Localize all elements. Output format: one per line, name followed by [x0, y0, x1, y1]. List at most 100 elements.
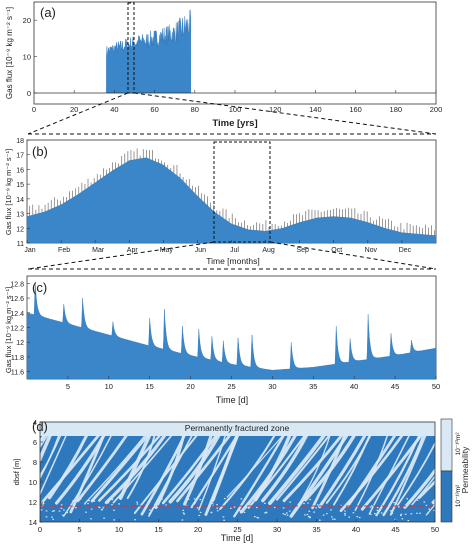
panel-d-speckle [90, 518, 92, 520]
panel-b-xlabel: Time [months] [206, 256, 260, 266]
panel-c-x-tick-label: 35 [309, 382, 317, 391]
panel-d-speckle [74, 500, 76, 502]
panel-c-flux-series [26, 281, 437, 380]
panel-d-speckle [216, 510, 219, 512]
panel-d-x-tick-label: 25 [233, 525, 241, 534]
panel-d-x-tick-label: 35 [312, 525, 320, 534]
panel-d-speckle [73, 504, 76, 506]
panel-d-speckle [326, 513, 328, 515]
panel-d-fracture-streak [226, 435, 284, 498]
panel-a-label: (a) [40, 5, 56, 20]
panel-c-x-tick-label: 45 [391, 382, 399, 391]
panel-b-x-tick-label: Aug [262, 247, 275, 254]
panel-d-fracture-streak [126, 435, 156, 500]
panel-d-x-tick-label: 15 [154, 525, 162, 534]
panel-d-speckle [306, 513, 309, 516]
panel-c-y-tick-label: 12 [16, 340, 24, 347]
panel-d-speckle [182, 512, 185, 514]
panel-d-speckle [315, 507, 317, 509]
panel-d-speckle [307, 502, 309, 504]
panel-c-y-tick-label: 11.6 [11, 370, 24, 377]
panel-c-x-tick-label: 40 [350, 382, 358, 391]
panel-d-speckle [239, 510, 241, 512]
panel-a-x-tick-label: 40 [110, 105, 118, 114]
panel-d-speckle [51, 510, 54, 512]
panel-c-y-tick-label: 12.6 [10, 296, 24, 303]
panel-d-speckle [301, 500, 303, 502]
panel-a-x-tick-label: 140 [309, 105, 322, 114]
panel-b-zoom-box [213, 141, 271, 243]
panel-d-speckle [410, 513, 413, 515]
panel-d-speckle [240, 498, 243, 500]
panel-d-speckle [111, 504, 113, 506]
panel-d-speckle [330, 509, 332, 511]
panel-d-speckle [45, 510, 48, 512]
panel-b-ylabel: Gas flux [10⁻⁹ kg m⁻² s⁻¹] [4, 149, 13, 235]
panel-d-speckle [307, 515, 310, 518]
panel-b-flux-area [26, 148, 437, 244]
panel-d-speckle [400, 514, 402, 517]
panel-d-speckle [101, 508, 103, 511]
panel-d-speckle [419, 512, 421, 514]
panel-a: (a) 0 20 40 60 80 100 120 140 160 180 200 0 10 20 Ti… [5, 1, 442, 129]
panel-d-speckle [40, 509, 43, 511]
panel-d-speckle [265, 512, 268, 514]
panel-d-fracture-streak [268, 434, 326, 506]
panel-d-speckle [316, 504, 319, 506]
panel-d-speckle [273, 506, 276, 509]
panel-d-speckle [183, 513, 186, 515]
panel-d-speckle [433, 509, 435, 512]
panel-d-speckle [71, 504, 73, 506]
panel-a-x-tick-label: 180 [390, 105, 403, 114]
panel-d-speckle [286, 514, 289, 516]
panel-b-x-tick-label: May [160, 247, 174, 254]
panel-d-speckle [371, 505, 373, 507]
panel-b-y-tick-label: 13 [16, 212, 24, 219]
panel-d-y-tick-label: 4 [33, 418, 37, 427]
panel-d-speckle [428, 508, 430, 510]
panel-d-speckle [423, 501, 426, 503]
panel-d-speckle [111, 498, 114, 501]
panel-d-y-tick-label: 8 [33, 458, 37, 467]
panel-b-y-tick-label: 18 [16, 138, 24, 145]
panel-d-speckle [79, 498, 82, 500]
panel-d-speckle [376, 509, 379, 511]
panel-d-fracture-streak [375, 434, 421, 517]
panel-d-x-tick-label: 50 [431, 525, 439, 534]
panel-d-speckle [72, 500, 74, 502]
colorbar-high [440, 418, 453, 472]
panel-d-speckle [199, 511, 202, 513]
panel-d-speckle [404, 513, 407, 515]
colorbar: Permeability 10⁻¹⁰m² 10⁻¹³m² [440, 418, 470, 523]
panel-d-speckle [113, 509, 115, 511]
panel-a-frame [33, 1, 437, 105]
colorbar-low-label: 10⁻¹³m² [455, 484, 462, 507]
panel-d-fracture-streak [41, 434, 100, 504]
panel-b-x-tick-label: Feb [58, 247, 70, 254]
panel-d-speckle [199, 499, 202, 501]
panel-d-fracture-streak [211, 434, 239, 502]
colorbar-low [440, 470, 453, 523]
panel-d-label: (d) [32, 419, 48, 434]
panel-d-fracture-streak [183, 434, 213, 506]
panel-d-speckle [147, 501, 150, 503]
panel-d-speckle [216, 507, 218, 509]
panel-d-speckle [216, 504, 218, 506]
panel-d-speckle [68, 506, 71, 508]
panel-c-ylabel: Gas flux [10⁻⁹ kg m⁻² s⁻¹] [4, 287, 13, 373]
panel-d-speckle [322, 514, 325, 516]
panel-d-speckle [230, 507, 232, 509]
panel-d-speckle [391, 512, 394, 514]
panel-d-speckle [194, 502, 196, 504]
panel-d-fracture-streak [62, 435, 112, 517]
panel-d-speckle [181, 519, 184, 521]
panel-d-speckle [376, 507, 379, 509]
panel-a-y-tick-label: 0 [27, 89, 31, 98]
panel-d-speckle [332, 518, 334, 520]
panel-c-x-ticks: 5 10 15 20 25 30 35 40 45 50 [66, 376, 440, 391]
panel-d-speckle [427, 512, 430, 514]
panel-d-y-ticks: 4 6 8 10 12 14 [29, 418, 43, 527]
panel-d: Permanently fractured zone (d) 0 5 10 15 20 2… [12, 418, 470, 543]
panel-d-speckle [58, 510, 61, 512]
panel-d-speckle [196, 507, 199, 509]
